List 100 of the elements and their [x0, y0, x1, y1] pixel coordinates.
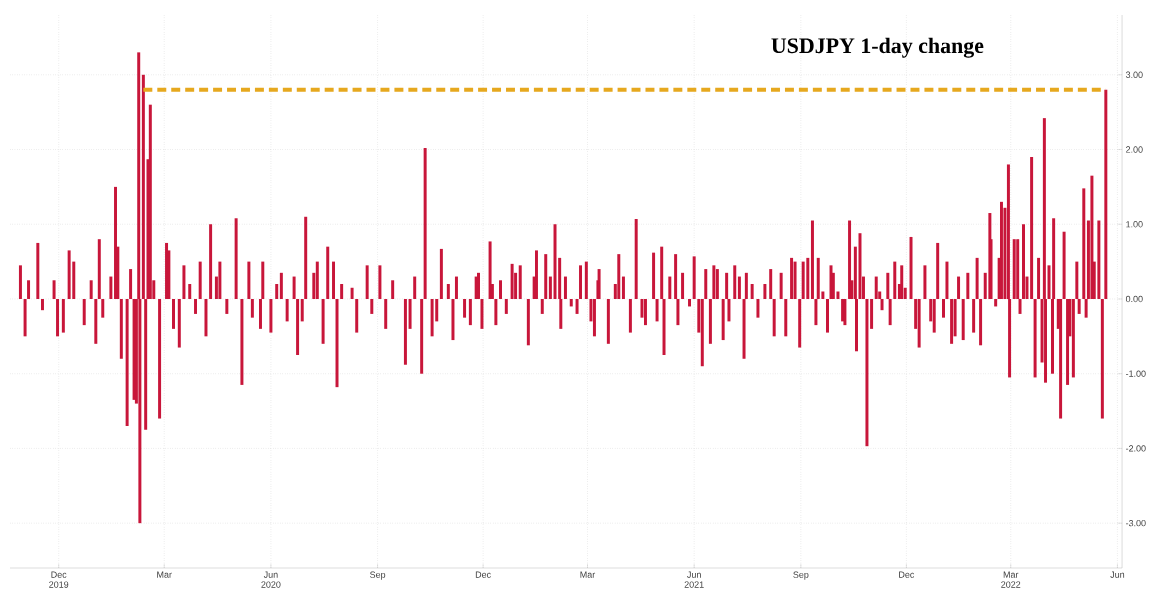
bar	[936, 242, 940, 299]
bar	[584, 261, 588, 299]
bar	[94, 298, 98, 344]
bar	[563, 276, 567, 299]
y-tick-label: -2.00	[1125, 445, 1146, 452]
bar	[874, 276, 878, 299]
bar	[756, 298, 760, 318]
x-tick-label: Mar 2022	[1001, 571, 1021, 588]
bar	[275, 284, 279, 299]
bar	[56, 298, 60, 337]
bar	[909, 236, 913, 299]
bar	[198, 261, 202, 299]
bar	[798, 298, 802, 348]
bar	[900, 265, 904, 299]
bar	[1059, 298, 1063, 419]
x-tick-label: Dec 2019	[49, 571, 69, 588]
bar	[408, 298, 412, 329]
y-tick-label: 2.00	[1126, 146, 1143, 153]
bar	[681, 272, 685, 299]
bar	[269, 298, 273, 333]
bar	[27, 280, 31, 299]
x-tick-label: Jun	[1110, 571, 1125, 578]
bar	[504, 298, 508, 314]
bar	[721, 298, 725, 341]
bar	[510, 263, 514, 299]
bar	[950, 298, 954, 344]
bar	[733, 265, 737, 299]
bar	[784, 298, 788, 337]
bar	[454, 276, 458, 299]
bar	[463, 298, 467, 318]
bar	[1062, 231, 1066, 299]
bar	[652, 252, 656, 299]
bar	[250, 298, 254, 318]
bar	[655, 298, 659, 322]
bar	[634, 219, 638, 299]
bar	[957, 276, 961, 299]
bar	[204, 298, 208, 337]
bar	[975, 257, 979, 299]
bar	[548, 276, 552, 299]
bar	[814, 298, 818, 326]
bar	[109, 276, 113, 299]
bar	[708, 298, 712, 344]
bar	[779, 272, 783, 299]
bar	[704, 269, 708, 299]
bar	[89, 280, 93, 299]
bar	[423, 148, 427, 299]
bar	[692, 256, 696, 299]
bar	[606, 298, 610, 344]
y-tick-label: 3.00	[1125, 71, 1143, 78]
bar	[97, 239, 101, 299]
bar	[688, 298, 692, 307]
bar	[384, 298, 388, 329]
bar	[923, 265, 927, 299]
bar	[662, 298, 666, 356]
bar	[355, 298, 359, 333]
bar	[569, 298, 573, 307]
bar	[540, 298, 544, 314]
bar	[1090, 175, 1094, 299]
bar	[370, 298, 374, 314]
bar	[82, 298, 86, 326]
bar	[340, 284, 344, 299]
y-tick-label: 0.00	[1125, 295, 1143, 303]
bar	[101, 298, 105, 318]
bar	[966, 272, 970, 299]
bar	[553, 224, 557, 299]
bar	[1075, 261, 1079, 299]
bar	[893, 261, 897, 299]
bar	[575, 298, 579, 314]
bar	[439, 248, 443, 299]
bar	[526, 298, 530, 346]
bar	[188, 284, 192, 299]
bar	[476, 272, 480, 299]
bar	[621, 276, 625, 299]
bar	[979, 298, 983, 346]
bar	[332, 261, 336, 299]
bar	[234, 218, 238, 299]
bar	[61, 298, 65, 333]
bar	[218, 261, 222, 299]
bar	[763, 284, 767, 299]
bar	[793, 261, 797, 299]
x-tick-label: Dec	[475, 571, 491, 578]
bar	[972, 298, 976, 333]
x-tick-label: Dec	[899, 571, 915, 578]
bar	[1030, 156, 1034, 299]
bar	[1018, 298, 1022, 314]
bar	[1033, 298, 1037, 378]
x-tick-label: Mar	[157, 571, 172, 578]
bar	[1082, 188, 1086, 299]
bar	[700, 298, 704, 367]
bar	[335, 298, 339, 388]
x-tick-label: Sep	[793, 571, 809, 580]
bar	[451, 298, 455, 341]
bar	[1077, 298, 1081, 314]
bar	[597, 269, 601, 299]
bar	[790, 257, 794, 299]
bar	[480, 298, 484, 329]
bar	[158, 298, 162, 419]
bar	[1016, 239, 1020, 299]
bar	[806, 257, 810, 299]
bar	[961, 298, 965, 341]
